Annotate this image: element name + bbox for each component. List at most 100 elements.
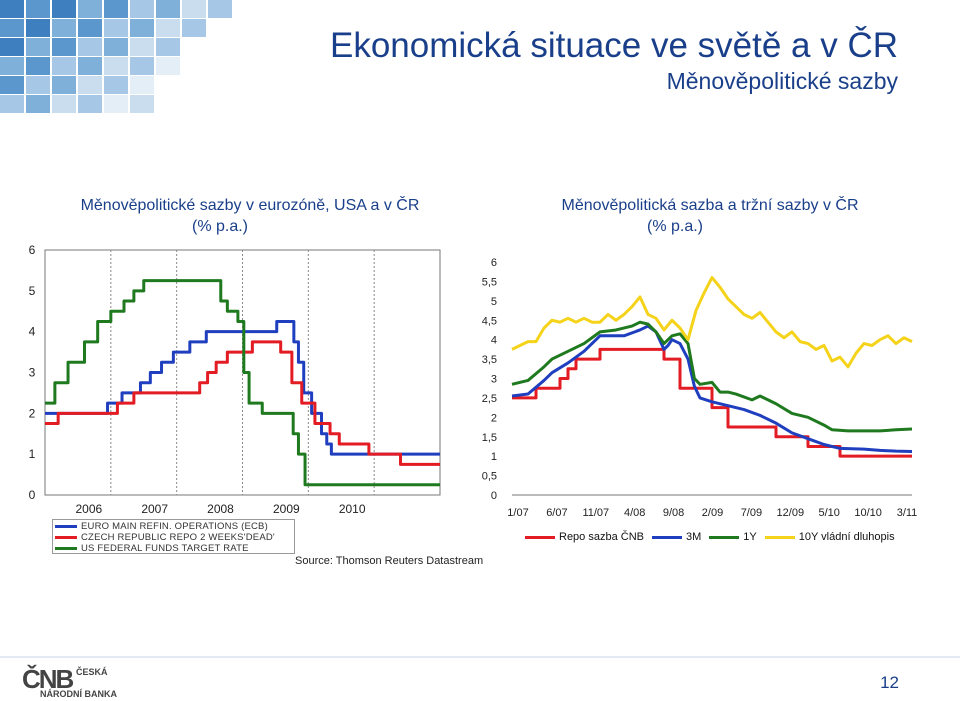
right-chart-x-tick: 3/11 bbox=[897, 507, 918, 519]
legend-item-ecb: EURO MAIN REFIN. OPERATIONS (ECB) bbox=[55, 521, 268, 532]
mosaic-tile bbox=[130, 0, 154, 18]
mosaic-tile bbox=[0, 19, 24, 37]
mosaic-tile bbox=[130, 38, 154, 56]
mosaic-tile bbox=[156, 19, 180, 37]
mosaic-tile bbox=[104, 0, 128, 18]
right-chart-y-tick: 3 bbox=[491, 374, 497, 386]
left-chart-title-line1: Měnověpolitické sazby v eurozóně, USA a … bbox=[80, 197, 420, 214]
right-chart-y-tick: 6 bbox=[491, 257, 497, 269]
source-note: Source: Thomson Reuters Datastream bbox=[295, 555, 484, 567]
mosaic-tile bbox=[156, 38, 180, 56]
legend-item-3m: 3M bbox=[652, 531, 701, 543]
mosaic-tile bbox=[26, 76, 50, 94]
right-chart-x-tick: 1/07 bbox=[507, 507, 528, 519]
mosaic-tile bbox=[52, 19, 76, 37]
mosaic-tile bbox=[78, 19, 102, 37]
legend-swatch-ecb bbox=[55, 525, 77, 528]
right-chart-x-tick: 2/09 bbox=[702, 507, 723, 519]
right-chart-title-line1: Měnověpolitická sazba a tržní sazby v ČR bbox=[561, 197, 859, 214]
left-chart-y-tick: 1 bbox=[29, 447, 36, 461]
right-chart-series-2 bbox=[511, 320, 913, 433]
left-chart-series-1 bbox=[45, 340, 440, 466]
left-chart-title-line2: (% p.a.) bbox=[191, 218, 248, 235]
right-chart-y-tick: 0 bbox=[491, 490, 497, 502]
left-chart-y-tick: 2 bbox=[29, 406, 36, 420]
left-chart-x-tick: 2008 bbox=[207, 502, 234, 516]
right-chart-title-line2: (% p.a.) bbox=[646, 218, 703, 235]
right-chart-x-tick: 11/07 bbox=[582, 507, 609, 519]
legend-item-10y: 10Y vládní dluhopis bbox=[764, 531, 895, 543]
right-chart-x-tick: 6/07 bbox=[546, 507, 567, 519]
mosaic-tile bbox=[0, 95, 24, 113]
mosaic-tile bbox=[78, 76, 102, 94]
cnb-logo-line2: NÁRODNÍ BANKA bbox=[40, 689, 117, 699]
mosaic-tile bbox=[156, 57, 180, 75]
left-chart-x-tick: 2007 bbox=[141, 502, 168, 516]
left-chart-y-tick: 4 bbox=[29, 325, 36, 339]
left-chart-x-tick: 2006 bbox=[75, 502, 102, 516]
mosaic-tile bbox=[78, 95, 102, 113]
cnb-logo: ČNB ČESKÁ NÁRODNÍ BANKA bbox=[22, 664, 122, 700]
legend-label-fed: US FEDERAL FUNDS TARGET RATE bbox=[81, 543, 249, 554]
right-chart-series-1 bbox=[511, 324, 913, 454]
mosaic-tile bbox=[0, 0, 24, 18]
right-chart-x-tick: 10/10 bbox=[854, 507, 882, 519]
right-chart-y-tick: 2 bbox=[491, 412, 497, 424]
right-chart-y-tick: 1 bbox=[491, 451, 497, 463]
header-mosaic-decoration bbox=[0, 0, 232, 120]
left-chart-y-tick: 0 bbox=[29, 488, 36, 502]
right-chart-y-tick: 4,5 bbox=[482, 315, 497, 327]
legend-swatch-3m bbox=[652, 535, 682, 539]
mosaic-tile bbox=[130, 19, 154, 37]
mosaic-tile bbox=[26, 95, 50, 113]
mosaic-tile bbox=[78, 38, 102, 56]
mosaic-tile bbox=[26, 38, 50, 56]
mosaic-tile bbox=[130, 57, 154, 75]
right-chart-y-tick: 2,5 bbox=[482, 393, 497, 405]
mosaic-tile bbox=[0, 57, 24, 75]
mosaic-tile bbox=[104, 38, 128, 56]
mosaic-tile bbox=[78, 0, 102, 18]
legend-swatch-10y bbox=[764, 535, 795, 539]
mosaic-tile bbox=[52, 38, 76, 56]
mosaic-tile bbox=[104, 57, 128, 75]
legend-label-10y: 10Y vládní dluhopis bbox=[798, 531, 895, 543]
right-chart-y-tick: 4 bbox=[491, 335, 497, 347]
right-chart-y-tick: 5,5 bbox=[482, 276, 497, 288]
mosaic-tile bbox=[130, 76, 154, 94]
left-chart-x-tick: 2009 bbox=[273, 502, 300, 516]
legend-item-1y: 1Y bbox=[709, 531, 757, 543]
left-chart-title: Měnověpolitické sazby v eurozóně, USA a … bbox=[60, 195, 440, 237]
right-chart-x-tick: 12/09 bbox=[777, 507, 805, 519]
legend-label-1y: 1Y bbox=[743, 531, 757, 543]
legend-label-ecb: EURO MAIN REFIN. OPERATIONS (ECB) bbox=[81, 521, 268, 532]
mosaic-tile bbox=[0, 76, 24, 94]
mosaic-tile bbox=[26, 19, 50, 37]
mosaic-tile bbox=[104, 95, 128, 113]
left-chart-legend: EURO MAIN REFIN. OPERATIONS (ECB) CZECH … bbox=[52, 519, 295, 554]
mosaic-tile bbox=[208, 0, 232, 18]
right-chart-legend: Repo sazba ČNB 3M 1Y 10Y vládní dluhopis bbox=[525, 531, 903, 543]
right-chart-y-tick: 1,5 bbox=[482, 432, 497, 444]
left-chart-y-tick: 6 bbox=[29, 243, 36, 257]
slide-subtitle: Měnověpolitické sazby bbox=[666, 68, 898, 94]
legend-item-czech: CZECH REPUBLIC REPO 2 WEEKS'DEAD' bbox=[55, 532, 275, 543]
right-chart-x-tick: 9/08 bbox=[663, 507, 684, 519]
legend-label-3m: 3M bbox=[686, 531, 702, 543]
right-chart-y-tick: 3,5 bbox=[482, 354, 497, 366]
legend-swatch-czech bbox=[55, 536, 77, 539]
mosaic-tile bbox=[104, 19, 128, 37]
legend-swatch-repo bbox=[525, 535, 555, 539]
right-chart-y-tick: 5 bbox=[491, 296, 497, 308]
left-chart-x-tick: 2010 bbox=[339, 502, 366, 516]
left-chart-series-2 bbox=[45, 279, 440, 487]
mosaic-tile bbox=[52, 76, 76, 94]
right-chart-series-3 bbox=[511, 276, 913, 369]
right-chart-title: Měnověpolitická sazba a tržní sazby v ČR… bbox=[525, 195, 895, 237]
left-chart-y-tick: 5 bbox=[29, 284, 36, 298]
mosaic-tile bbox=[26, 0, 50, 18]
right-chart-x-tick: 5/10 bbox=[818, 507, 839, 519]
cnb-logo-mark: ČNB bbox=[22, 664, 74, 694]
mosaic-tile bbox=[52, 57, 76, 75]
